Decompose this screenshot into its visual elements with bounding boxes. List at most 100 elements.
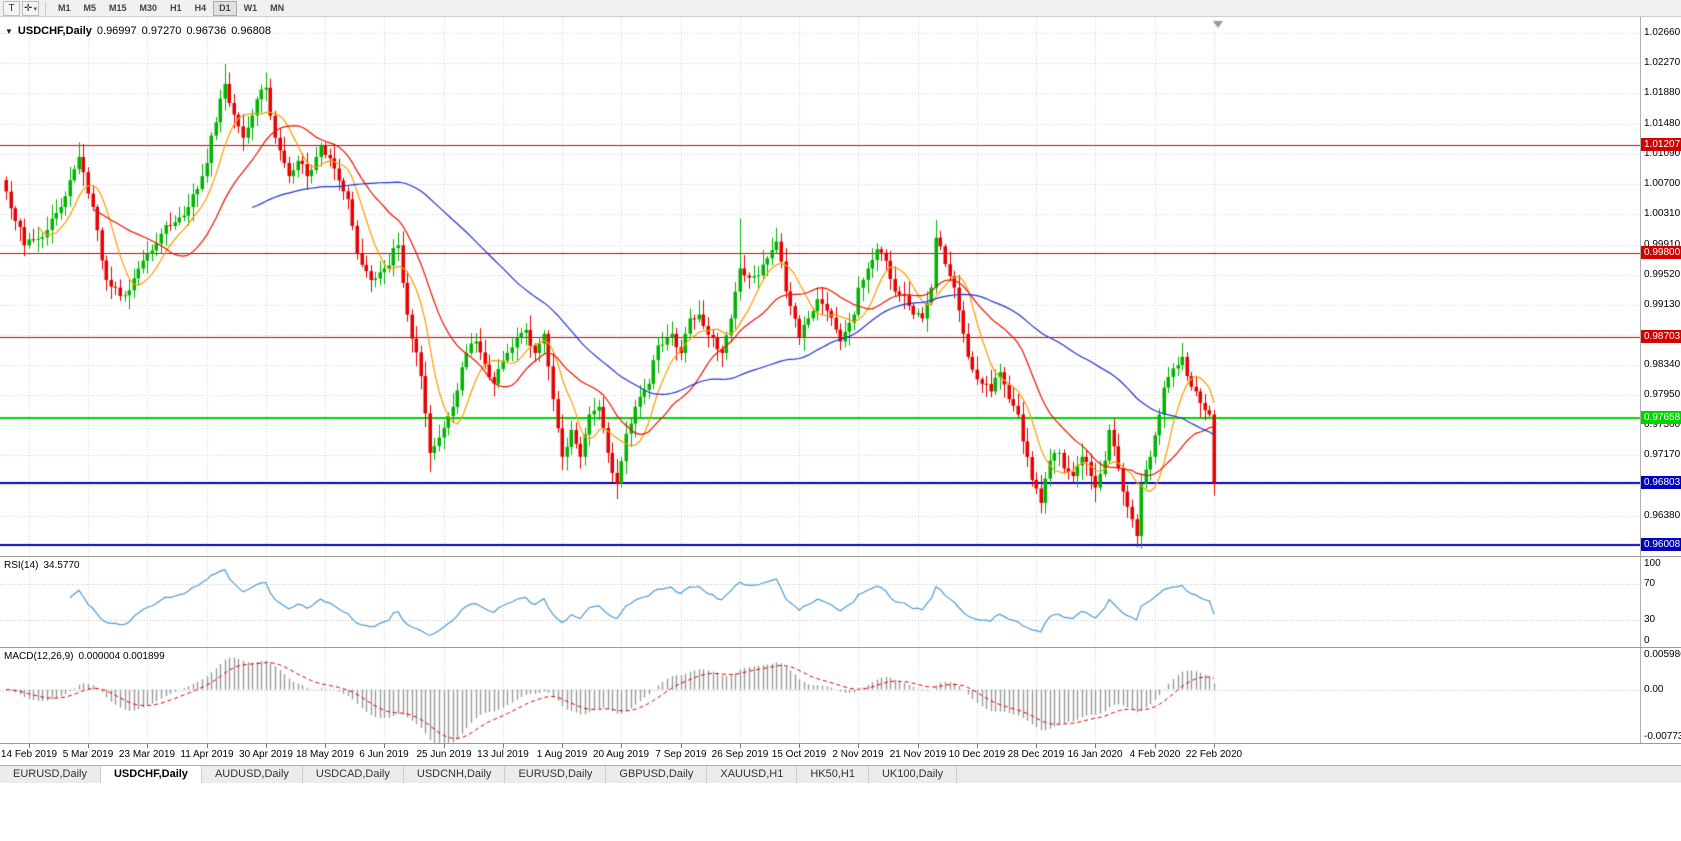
chart-tab-6[interactable]: GBPUSD,Daily bbox=[606, 766, 708, 783]
date-label: 5 Mar 2019 bbox=[62, 749, 114, 760]
date-label: 15 Oct 2019 bbox=[771, 749, 827, 760]
rsi-value: 34.5770 bbox=[43, 560, 80, 571]
chart-tab-7[interactable]: XAUUSD,H1 bbox=[707, 766, 798, 783]
date-label: 28 Dec 2019 bbox=[1007, 749, 1065, 760]
symbol-label: USDCHF,Daily bbox=[17, 25, 92, 37]
text-tool-button[interactable]: T bbox=[3, 0, 20, 16]
bottom-filler bbox=[0, 783, 1681, 840]
timeframe-button-m1[interactable]: M1 bbox=[52, 1, 77, 16]
crosshair-tool-button[interactable]: ✛▾ bbox=[22, 0, 39, 16]
chart-tab-9[interactable]: UK100,Daily bbox=[868, 766, 958, 783]
crosshair-icon: ✛ bbox=[24, 2, 33, 14]
date-axis[interactable]: 14 Feb 2019 5 Mar 2019 23 Mar 2019 11 Apr 2… bbox=[0, 743, 1681, 765]
rsi-axis[interactable]: 100 70 30 0 bbox=[1640, 557, 1681, 647]
timeframe-button-mn[interactable]: MN bbox=[264, 1, 290, 16]
timeframe-button-m30[interactable]: M30 bbox=[134, 1, 164, 16]
date-label: 14 Feb 2019 bbox=[0, 749, 58, 760]
panel-splitter-rsi[interactable] bbox=[0, 556, 1681, 557]
level-price-label: 0.99800 bbox=[1641, 246, 1681, 260]
date-label: 20 Aug 2019 bbox=[592, 749, 650, 760]
chart-tab-2[interactable]: AUDUSD,Daily bbox=[201, 766, 303, 783]
date-tick-mark bbox=[918, 744, 919, 748]
price-axis-label: 0.97560 bbox=[1644, 419, 1681, 431]
open-value: 0.96997 bbox=[96, 25, 137, 37]
date-label: 1 Aug 2019 bbox=[536, 749, 588, 760]
panel-splitter-macd[interactable] bbox=[0, 647, 1681, 648]
rsi-axis-label: 30 bbox=[1644, 614, 1656, 625]
date-tick-mark bbox=[444, 744, 445, 748]
price-axis-label: 0.99520 bbox=[1644, 268, 1681, 280]
date-tick-mark bbox=[207, 744, 208, 748]
date-tick-mark bbox=[88, 744, 89, 748]
toolbar-separator bbox=[45, 1, 46, 15]
rsi-title: RSI(14) bbox=[4, 560, 39, 571]
macd-panel: 0.005986 0.00 -0.007733 MACD(12,26,9) 0.00… bbox=[0, 648, 1681, 743]
chart-tab-5[interactable]: EURUSD,Daily bbox=[505, 766, 607, 783]
chart-tab-0[interactable]: EURUSD,Daily bbox=[0, 766, 101, 783]
price-axis[interactable]: 1.02660 1.02270 1.01880 1.01480 1.01090 1.007… bbox=[1640, 17, 1681, 556]
timeframe-button-m15[interactable]: M15 bbox=[103, 1, 133, 16]
date-tick-mark bbox=[562, 744, 563, 748]
macd-label: MACD(12,26,9) 0.000004 0.001899 bbox=[4, 651, 165, 662]
date-label: 6 Jun 2019 bbox=[359, 749, 409, 760]
date-tick-mark bbox=[1036, 744, 1037, 748]
price-chart-canvas[interactable] bbox=[0, 17, 1640, 556]
rsi-panel: 100 70 30 0 RSI(14) 34.5770 bbox=[0, 557, 1681, 647]
date-label: 4 Feb 2020 bbox=[1129, 749, 1181, 760]
timeframe-button-h4[interactable]: H4 bbox=[189, 1, 213, 16]
date-tick-mark bbox=[325, 744, 326, 748]
price-axis-label: 1.01880 bbox=[1644, 87, 1681, 99]
rsi-axis-label: 0 bbox=[1644, 635, 1650, 646]
date-label: 18 May 2019 bbox=[296, 749, 354, 760]
date-label: 21 Nov 2019 bbox=[889, 749, 947, 760]
price-axis-label: 1.01480 bbox=[1644, 117, 1681, 129]
level-price-label: 0.98703 bbox=[1641, 330, 1681, 344]
macd-axis-label: 0.00 bbox=[1644, 683, 1664, 695]
date-tick-mark bbox=[1214, 744, 1215, 748]
date-tick-mark bbox=[266, 744, 267, 748]
timeframe-button-w1[interactable]: W1 bbox=[238, 1, 264, 16]
chart-tab-4[interactable]: USDCNH,Daily bbox=[403, 766, 506, 783]
date-label: 26 Sep 2019 bbox=[711, 749, 769, 760]
macd-axis[interactable]: 0.005986 0.00 -0.007733 bbox=[1640, 648, 1681, 743]
date-label: 16 Jan 2020 bbox=[1067, 749, 1123, 760]
timeframe-button-h1[interactable]: H1 bbox=[164, 1, 188, 16]
price-axis-label: 1.00700 bbox=[1644, 177, 1681, 189]
chart-tab-1[interactable]: USDCHF,Daily bbox=[100, 766, 202, 783]
chevron-down-icon: ▾ bbox=[33, 5, 37, 13]
rsi-axis-label: 100 bbox=[1644, 558, 1661, 569]
rsi-canvas[interactable] bbox=[0, 557, 1640, 647]
level-price-label: 1.01207 bbox=[1641, 137, 1681, 151]
date-label: 11 Apr 2019 bbox=[180, 749, 234, 760]
date-tick-mark bbox=[1095, 744, 1096, 748]
macd-title: MACD(12,26,9) bbox=[4, 651, 74, 662]
macd-canvas[interactable] bbox=[0, 648, 1640, 743]
timeframe-button-m5[interactable]: M5 bbox=[78, 1, 103, 16]
level-price-label: 0.97658 bbox=[1641, 410, 1681, 424]
price-axis-label: 0.98340 bbox=[1644, 359, 1681, 371]
macd-values: 0.000004 0.001899 bbox=[78, 651, 165, 662]
price-axis-label: 1.02660 bbox=[1644, 27, 1681, 39]
date-tick-mark bbox=[384, 744, 385, 748]
toolbar: T ✛▾ M1 M5 M15 M30 H1 H4 D1 W1 MN bbox=[0, 0, 1681, 17]
date-tick-mark bbox=[977, 744, 978, 748]
chart-tab-3[interactable]: USDCAD,Daily bbox=[302, 766, 404, 783]
macd-axis-label: 0.005986 bbox=[1644, 649, 1681, 660]
timeframe-button-d1[interactable]: D1 bbox=[213, 0, 237, 16]
price-axis-label: 1.01090 bbox=[1644, 147, 1681, 159]
price-axis-label: 0.99130 bbox=[1644, 298, 1681, 310]
date-tick-mark bbox=[740, 744, 741, 748]
date-label: 7 Sep 2019 bbox=[655, 749, 707, 760]
level-price-label: 0.96008 bbox=[1641, 537, 1681, 551]
price-panel: 1.02660 1.02270 1.01880 1.01480 1.01090 1.007… bbox=[0, 17, 1681, 556]
date-label: 25 Jun 2019 bbox=[416, 749, 472, 760]
chart-tab-8[interactable]: HK50,H1 bbox=[797, 766, 869, 783]
date-label: 13 Jul 2019 bbox=[477, 749, 529, 760]
high-value: 0.97270 bbox=[141, 25, 182, 37]
timeframe-buttons: M1 M5 M15 M30 H1 H4 D1 W1 MN bbox=[52, 0, 290, 16]
collapse-chart-icon[interactable]: ▼ bbox=[5, 26, 13, 36]
date-tick-mark bbox=[1155, 744, 1156, 748]
level-price-label: 0.96803 bbox=[1641, 476, 1681, 490]
price-axis-label: 0.99910 bbox=[1644, 238, 1681, 250]
